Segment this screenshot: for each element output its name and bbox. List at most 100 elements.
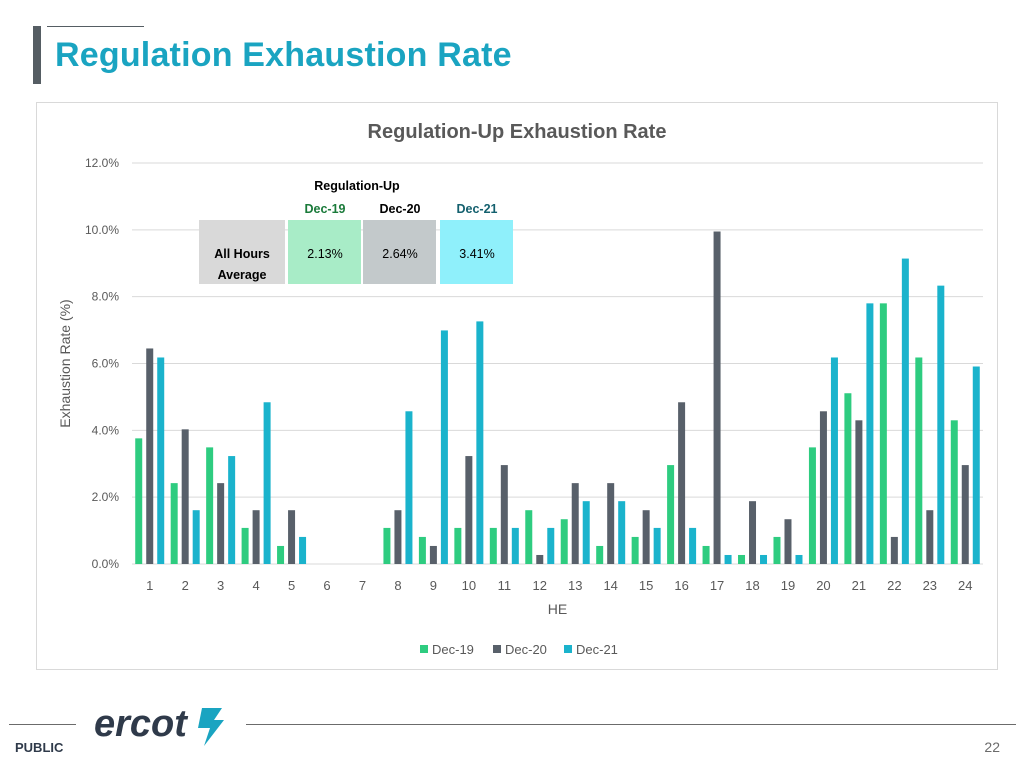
y-tick-label: 12.0% (85, 156, 119, 170)
legend-label: Dec-21 (576, 642, 618, 657)
bar-dec-20 (146, 348, 154, 564)
bar-dec-19 (206, 447, 214, 564)
bar-dec-21 (476, 321, 484, 564)
bar-dec-19 (915, 357, 923, 564)
bar-dec-21 (405, 411, 413, 564)
bar-dec-20 (288, 510, 296, 564)
bar-dec-19 (418, 536, 426, 564)
x-tick-label: 24 (958, 578, 972, 593)
bar-dec-21 (901, 258, 909, 564)
x-tick-label: 6 (323, 578, 330, 593)
bar-dec-20 (181, 429, 189, 564)
x-axis-label: HE (548, 601, 567, 617)
summary-value: 3.41% (459, 247, 494, 261)
legend-swatch-dec-19 (420, 645, 428, 653)
bar-dec-21 (760, 554, 768, 564)
x-tick-label: 5 (288, 578, 295, 593)
y-tick-label: 8.0% (92, 290, 120, 304)
bar-dec-21 (157, 357, 165, 564)
bar-dec-21 (511, 527, 519, 564)
x-tick-label: 17 (710, 578, 724, 593)
bar-dec-19 (170, 483, 178, 564)
x-tick-label: 19 (781, 578, 795, 593)
bar-dec-20 (465, 456, 473, 564)
bar-dec-21 (228, 456, 236, 564)
x-tick-label: 9 (430, 578, 437, 593)
bar-dec-21 (724, 554, 732, 564)
summary-value: 2.64% (382, 247, 417, 261)
bar-dec-19 (702, 545, 710, 564)
bar-dec-20 (252, 510, 260, 564)
title-accent-bar (33, 26, 41, 84)
chart-title: Regulation-Up Exhaustion Rate (368, 121, 667, 143)
bar-dec-19 (667, 465, 675, 564)
legend-label: Dec-20 (505, 642, 547, 657)
bar-dec-19 (950, 420, 958, 564)
x-tick-label: 7 (359, 578, 366, 593)
x-tick-label: 16 (674, 578, 688, 593)
bar-dec-19 (454, 527, 462, 564)
legend-swatch-dec-20 (493, 645, 501, 653)
bar-dec-19 (596, 545, 604, 564)
y-tick-label: 2.0% (92, 490, 120, 504)
summary-col-header: Dec-21 (457, 202, 498, 216)
y-tick-label: 4.0% (92, 423, 120, 437)
legend-swatch-dec-21 (564, 645, 572, 653)
x-tick-label: 4 (252, 578, 259, 593)
summary-value-cell (363, 220, 436, 284)
x-tick-label: 21 (852, 578, 866, 593)
bar-dec-20 (607, 483, 615, 564)
bar-dec-19 (277, 545, 285, 564)
x-tick-label: 13 (568, 578, 582, 593)
summary-col-header: Dec-20 (380, 202, 421, 216)
chart-svg: Regulation-Up Exhaustion Rate 0.0% 2.0% 4.0… (57, 121, 983, 657)
bar-dec-21 (192, 510, 200, 564)
bar-dec-19 (560, 519, 568, 564)
bar-dec-21 (866, 303, 874, 564)
bar-dec-20 (855, 420, 863, 564)
bar-dec-20 (500, 465, 508, 564)
bar-dec-20 (536, 554, 544, 564)
legend-label: Dec-19 (432, 642, 474, 657)
chart-frame: Regulation-Up Exhaustion Rate 0.0% 2.0% 4.0… (36, 102, 998, 670)
logo-wordmark: ercot (94, 703, 188, 745)
bar-dec-20 (217, 483, 225, 564)
x-tick-label: 3 (217, 578, 224, 593)
bar-dec-20 (571, 483, 579, 564)
x-tick-label: 11 (498, 578, 512, 593)
bar-dec-20 (784, 519, 792, 564)
x-tick-label: 23 (923, 578, 937, 593)
x-tick-label: 2 (182, 578, 189, 593)
bar-dec-20 (926, 510, 934, 564)
y-tick-label: 0.0% (92, 557, 120, 571)
summary-value: 2.13% (307, 247, 342, 261)
summary-row-label-2: Average (218, 268, 267, 282)
x-tick-label: 14 (603, 578, 617, 593)
y-tick-label: 6.0% (92, 357, 120, 371)
bar-dec-19 (879, 303, 887, 564)
ercot-star-icon (198, 708, 224, 746)
x-tick-label: 8 (394, 578, 401, 593)
bar-dec-21 (440, 330, 448, 564)
bar-dec-21 (299, 536, 307, 564)
x-tick-label: 1 (146, 578, 153, 593)
summary-label-cell (199, 220, 285, 284)
bar-dec-21 (937, 285, 945, 564)
ercot-logo: ercot (94, 703, 224, 746)
x-tick-label: 22 (887, 578, 901, 593)
x-tick-label: 12 (533, 578, 547, 593)
bar-dec-20 (890, 536, 898, 564)
bar-dec-19 (135, 438, 143, 564)
x-tick-label: 15 (639, 578, 653, 593)
summary-value-cell (440, 220, 513, 284)
bar-dec-21 (653, 527, 661, 564)
bar-dec-20 (678, 402, 686, 564)
bar-dec-21 (689, 527, 697, 564)
footer-public-label: PUBLIC (15, 740, 64, 755)
x-tick-label: 18 (745, 578, 759, 593)
bar-dec-19 (844, 393, 852, 564)
bar-dec-21 (547, 527, 555, 564)
bar-dec-20 (713, 231, 721, 565)
bar-dec-20 (394, 510, 402, 564)
bar-dec-21 (582, 501, 590, 564)
